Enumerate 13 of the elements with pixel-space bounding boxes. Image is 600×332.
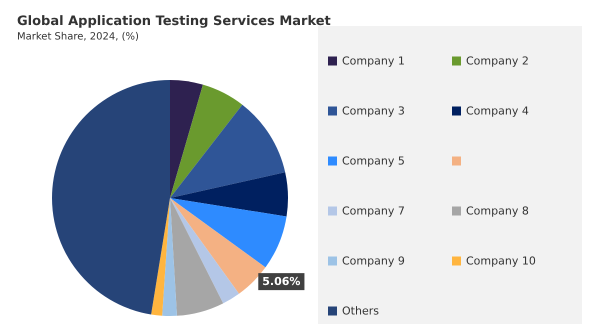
legend-label: Company 8 [466,204,529,218]
legend-label: Company 10 [466,254,536,268]
data-label: 5.06% [262,275,300,288]
legend-label: Company 1 [342,54,405,68]
chart-title: Global Application Testing Services Market [17,14,331,29]
legend-label: Company 7 [342,204,405,218]
legend-label: Company 3 [342,104,405,118]
legend-label: Company 5 [342,154,405,168]
legend-label: Company 2 [466,54,529,68]
legend-label: Company 4 [466,104,529,118]
chart-subtitle: Market Share, 2024, (%) [17,32,139,42]
legend-label: Others [342,304,380,318]
legend-label: Company 9 [342,254,405,268]
